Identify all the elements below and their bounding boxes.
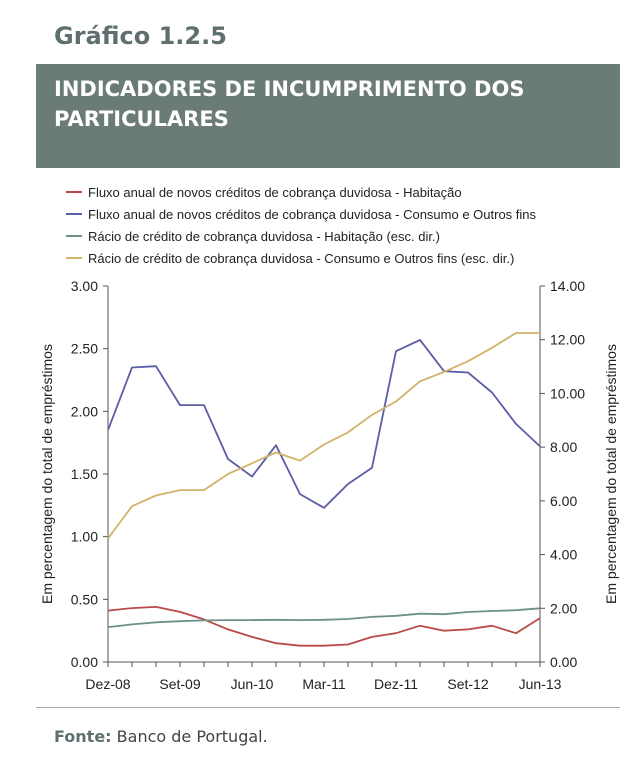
series-line-1 <box>107 605 541 647</box>
y-right-tick-label: 6.00 <box>550 493 577 509</box>
legend-label: Rácio de crédito de cobrança duvidosa - … <box>88 250 515 266</box>
y-left-tick-label: 1.00 <box>71 529 98 545</box>
y-right-tick-label: 8.00 <box>550 439 577 455</box>
x-tick-label: Set-12 <box>447 676 488 692</box>
legend-swatch <box>66 213 82 215</box>
x-tick-label: Set-09 <box>159 676 200 692</box>
legend-item: Rácio de crédito de cobrança duvidosa - … <box>66 247 606 269</box>
x-tick-label: Jun-13 <box>519 676 562 692</box>
figure-number: Gráfico 1.2.5 <box>54 22 227 50</box>
source-label: Fonte: <box>54 727 112 746</box>
legend-label: Fluxo anual de novos créditos de cobranç… <box>88 206 537 222</box>
legend-label: Fluxo anual de novos créditos de cobranç… <box>88 184 462 200</box>
y-left-tick-label: 2.00 <box>71 403 98 419</box>
legend-swatch <box>66 257 82 259</box>
series-line-4 <box>107 332 540 540</box>
source-note: Fonte: Banco de Portugal. <box>54 727 268 746</box>
legend-item: Fluxo anual de novos créditos de cobranç… <box>66 181 606 203</box>
y-left-tick-label: 2.50 <box>71 341 98 357</box>
y-left-tick-label: 0.00 <box>71 654 98 670</box>
y-right-tick-label: 12.00 <box>550 332 585 348</box>
x-tick-label: Dez-08 <box>85 676 130 692</box>
y-right-tick-label: 2.00 <box>550 600 577 616</box>
source-divider <box>36 707 620 708</box>
y-right-tick-label: 4.00 <box>550 547 577 563</box>
y-axis-left-title: Em percentagem do total de empréstimos <box>39 344 55 604</box>
legend-label: Rácio de crédito de cobrança duvidosa - … <box>88 228 440 244</box>
y-left-tick-label: 0.50 <box>71 591 98 607</box>
y-left-tick-label: 1.50 <box>71 466 98 482</box>
series-line-3 <box>107 607 541 628</box>
chart-legend: Fluxo anual de novos créditos de cobranç… <box>66 181 606 269</box>
chart-title: INDICADORES DE INCUMPRIMENTO DOS PARTICU… <box>54 77 525 131</box>
legend-item: Rácio de crédito de cobrança duvidosa - … <box>66 225 606 247</box>
x-tick-label: Mar-11 <box>302 676 346 692</box>
y-right-tick-label: 0.00 <box>550 654 577 670</box>
x-tick-label: Jun-10 <box>231 676 274 692</box>
y-axis-right-title: Em percentagem do total de empréstimos <box>603 344 619 604</box>
y-right-tick-label: 10.00 <box>550 385 585 401</box>
legend-item: Fluxo anual de novos créditos de cobranç… <box>66 203 606 225</box>
source-text: Banco de Portugal. <box>116 727 268 746</box>
y-right-tick-label: 14.00 <box>550 278 585 294</box>
line-chart: 0.00 0.50 1.00 1.50 2.00 2.50 3.00 0.00 2.00 4.00… <box>39 278 619 692</box>
series-line-2 <box>107 339 541 509</box>
legend-swatch <box>66 191 82 193</box>
x-tick-label: Dez-11 <box>374 676 418 692</box>
title-banner: INDICADORES DE INCUMPRIMENTO DOS PARTICU… <box>36 64 620 168</box>
y-left-tick-label: 3.00 <box>71 278 98 294</box>
legend-swatch <box>66 235 82 237</box>
